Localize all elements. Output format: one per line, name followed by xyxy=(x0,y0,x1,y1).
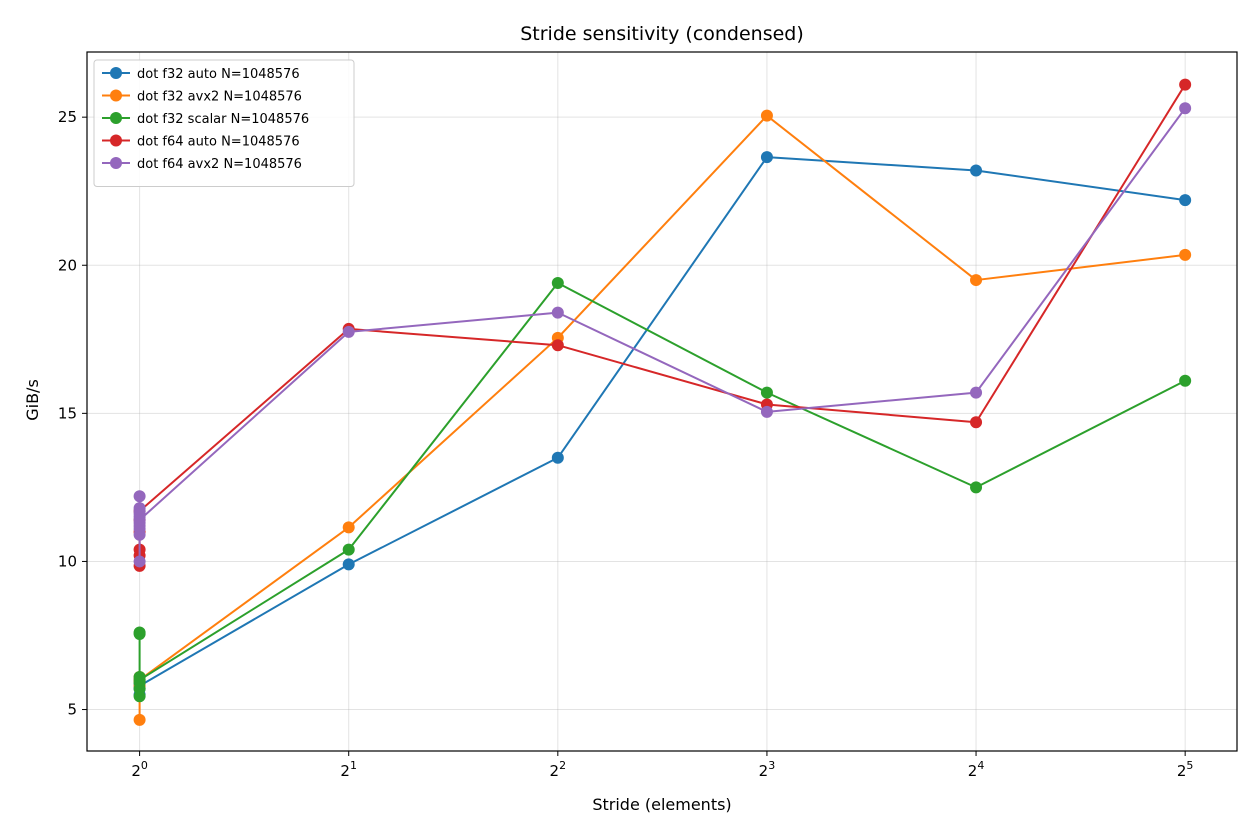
data-point xyxy=(1179,374,1192,387)
legend-swatch-marker xyxy=(110,67,122,79)
x-tick-label: 25 xyxy=(1177,759,1194,780)
x-tick-label: 21 xyxy=(340,759,357,780)
legend: dot f32 auto N=1048576 dot f32 avx2 N=104… xyxy=(93,59,355,187)
legend-swatch-marker xyxy=(110,134,122,147)
data-point xyxy=(970,416,983,429)
y-tick-label: 5 xyxy=(67,701,77,719)
data-point xyxy=(1179,78,1192,91)
data-point xyxy=(133,513,146,526)
data-point xyxy=(133,713,146,726)
legend-item: dot f32 avx2 N=1048576 xyxy=(102,89,302,105)
data-point xyxy=(760,405,773,418)
data-point xyxy=(133,628,146,641)
series-4 xyxy=(133,102,1192,568)
data-point xyxy=(970,164,983,177)
x-tick-label: 24 xyxy=(968,759,985,780)
data-point xyxy=(970,274,983,287)
data-point xyxy=(760,151,773,164)
data-point xyxy=(133,555,146,568)
data-point xyxy=(342,325,355,338)
legend-label: dot f32 avx2 N=1048576 xyxy=(137,90,302,105)
x-tick-label: 20 xyxy=(131,759,148,780)
data-point xyxy=(1179,102,1192,115)
x-tick-label: 22 xyxy=(550,759,567,780)
legend-item: dot f32 scalar N=1048576 xyxy=(102,112,309,127)
grid-layer xyxy=(87,52,1237,751)
y-tick-label: 20 xyxy=(58,256,77,274)
data-point xyxy=(1179,248,1192,261)
data-point xyxy=(342,558,355,571)
data-point xyxy=(342,521,355,534)
data-point xyxy=(551,306,564,319)
y-axis-label: GiB/s xyxy=(23,379,42,421)
legend-box xyxy=(93,59,355,187)
plot-frame xyxy=(86,51,1238,752)
data-point xyxy=(551,277,564,290)
legend-swatch-marker xyxy=(110,157,122,169)
legend-swatch-marker xyxy=(110,112,122,124)
data-point xyxy=(551,451,564,464)
data-point xyxy=(970,481,983,494)
x-tick-label: 23 xyxy=(759,759,776,780)
data-point xyxy=(1179,194,1192,207)
legend-label: dot f32 auto N=1048576 xyxy=(137,67,300,82)
y-tick-label: 25 xyxy=(58,108,77,126)
legend-item: dot f64 avx2 N=1048576 xyxy=(102,157,302,172)
legend-label: dot f32 scalar N=1048576 xyxy=(137,112,309,127)
data-point xyxy=(760,386,773,399)
data-point xyxy=(970,386,983,399)
y-tick-label: 10 xyxy=(58,552,77,570)
y-tick-label: 15 xyxy=(58,404,77,422)
data-point xyxy=(342,543,355,556)
chart-title: Stride sensitivity (condensed) xyxy=(520,23,804,45)
legend-label: dot f64 auto N=1048576 xyxy=(137,135,300,150)
legend-item: dot f64 auto N=1048576 xyxy=(102,134,300,150)
legend-label: dot f64 avx2 N=1048576 xyxy=(137,157,302,172)
data-point xyxy=(551,339,564,352)
data-point xyxy=(133,673,146,686)
data-point xyxy=(760,109,773,122)
x-axis-label: Stride (elements) xyxy=(592,795,731,814)
series-layer xyxy=(133,78,1192,726)
legend-swatch-marker xyxy=(110,89,122,102)
legend-item: dot f32 auto N=1048576 xyxy=(102,67,300,82)
tick-layer: 20 21 22 23 24 25 5 10 15 20 25 xyxy=(58,108,1194,780)
data-point xyxy=(133,490,146,503)
